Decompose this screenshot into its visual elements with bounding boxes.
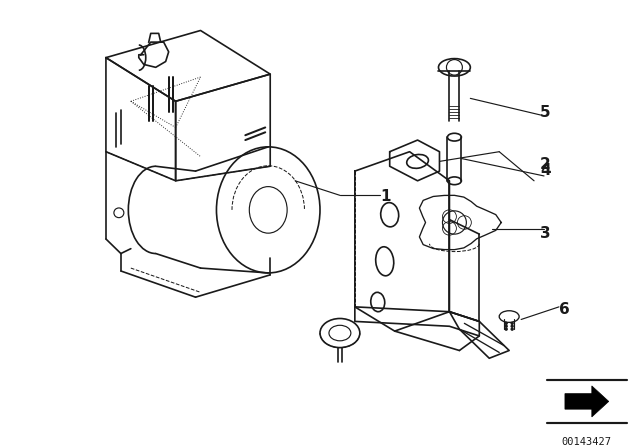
Text: 4: 4	[540, 164, 550, 178]
Text: 1: 1	[381, 190, 391, 204]
Circle shape	[511, 328, 513, 330]
Text: 00143427: 00143427	[562, 437, 612, 447]
Text: 5: 5	[540, 105, 550, 120]
Circle shape	[505, 323, 507, 324]
Circle shape	[505, 328, 507, 330]
Circle shape	[511, 323, 513, 324]
Polygon shape	[565, 386, 609, 417]
Text: 6: 6	[559, 302, 570, 317]
Circle shape	[505, 325, 507, 327]
Text: 3: 3	[540, 226, 550, 241]
Text: 2: 2	[540, 157, 550, 172]
Circle shape	[511, 325, 513, 327]
